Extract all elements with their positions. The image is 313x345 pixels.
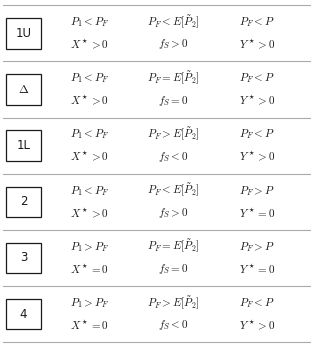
Text: $P_F < P$: $P_F < P$	[239, 127, 275, 141]
Text: $f_S = 0$: $f_S = 0$	[158, 262, 189, 276]
Text: $X^\star > 0$: $X^\star > 0$	[70, 38, 109, 51]
FancyBboxPatch shape	[6, 74, 41, 105]
Text: 2: 2	[20, 195, 27, 208]
Text: $X^\star > 0$: $X^\star > 0$	[70, 206, 109, 220]
Text: $Y^\star > 0$: $Y^\star > 0$	[239, 38, 275, 51]
Text: $P_F < P$: $P_F < P$	[239, 71, 275, 85]
Text: $P_F < P$: $P_F < P$	[239, 15, 275, 29]
Text: 1L: 1L	[17, 139, 30, 152]
Text: $f_S = 0$: $f_S = 0$	[158, 94, 189, 108]
Text: $P_F > P$: $P_F > P$	[239, 184, 275, 197]
Text: $P_F < E[\tilde{P}_2]$: $P_F < E[\tilde{P}_2]$	[147, 182, 200, 199]
Text: $Y^\star > 0$: $Y^\star > 0$	[239, 94, 275, 107]
Text: $P_1 < P_F$: $P_1 < P_F$	[69, 184, 109, 197]
Text: $f_S < 0$: $f_S < 0$	[158, 150, 189, 164]
Text: $P_F < P$: $P_F < P$	[239, 296, 275, 310]
Text: $P_F < E[\tilde{P}_2]$: $P_F < E[\tilde{P}_2]$	[147, 13, 200, 31]
Text: $P_F > E[\tilde{P}_2]$: $P_F > E[\tilde{P}_2]$	[147, 126, 200, 143]
Text: 1U: 1U	[15, 27, 32, 40]
Text: $Y^\star > 0$: $Y^\star > 0$	[239, 319, 275, 332]
Text: $X^\star = 0$: $X^\star = 0$	[70, 263, 109, 276]
Text: $Y^\star > 0$: $Y^\star > 0$	[239, 150, 275, 164]
Text: $P_1 > P_F$: $P_1 > P_F$	[69, 296, 109, 310]
Text: $X^\star = 0$: $X^\star = 0$	[70, 319, 109, 332]
Text: $P_F > E[\tilde{P}_2]$: $P_F > E[\tilde{P}_2]$	[147, 294, 200, 312]
Text: $Y^\star = 0$: $Y^\star = 0$	[239, 263, 275, 276]
Text: $\Delta$: $\Delta$	[18, 83, 29, 96]
FancyBboxPatch shape	[6, 187, 41, 217]
Text: $f_S < 0$: $f_S < 0$	[158, 318, 189, 332]
Text: $f_S > 0$: $f_S > 0$	[158, 206, 189, 220]
FancyBboxPatch shape	[6, 130, 41, 161]
Text: 4: 4	[20, 308, 27, 321]
FancyBboxPatch shape	[6, 299, 41, 329]
FancyBboxPatch shape	[6, 243, 41, 273]
FancyBboxPatch shape	[6, 18, 41, 49]
Text: $P_F = E[\tilde{P}_2]$: $P_F = E[\tilde{P}_2]$	[147, 69, 200, 87]
Text: $P_F = E[\tilde{P}_2]$: $P_F = E[\tilde{P}_2]$	[147, 238, 200, 255]
Text: $P_1 < P_F$: $P_1 < P_F$	[69, 15, 109, 29]
Text: $P_1 < P_F$: $P_1 < P_F$	[69, 127, 109, 141]
Text: $X^\star > 0$: $X^\star > 0$	[70, 150, 109, 164]
Text: $P_1 > P_F$: $P_1 > P_F$	[69, 240, 109, 254]
Text: $X^\star > 0$: $X^\star > 0$	[70, 94, 109, 107]
Text: $Y^\star = 0$: $Y^\star = 0$	[239, 206, 275, 220]
Text: $f_S > 0$: $f_S > 0$	[158, 38, 189, 51]
Text: $P_1 < P_F$: $P_1 < P_F$	[69, 71, 109, 85]
Text: $P_F > P$: $P_F > P$	[239, 240, 275, 254]
Text: 3: 3	[20, 252, 27, 265]
